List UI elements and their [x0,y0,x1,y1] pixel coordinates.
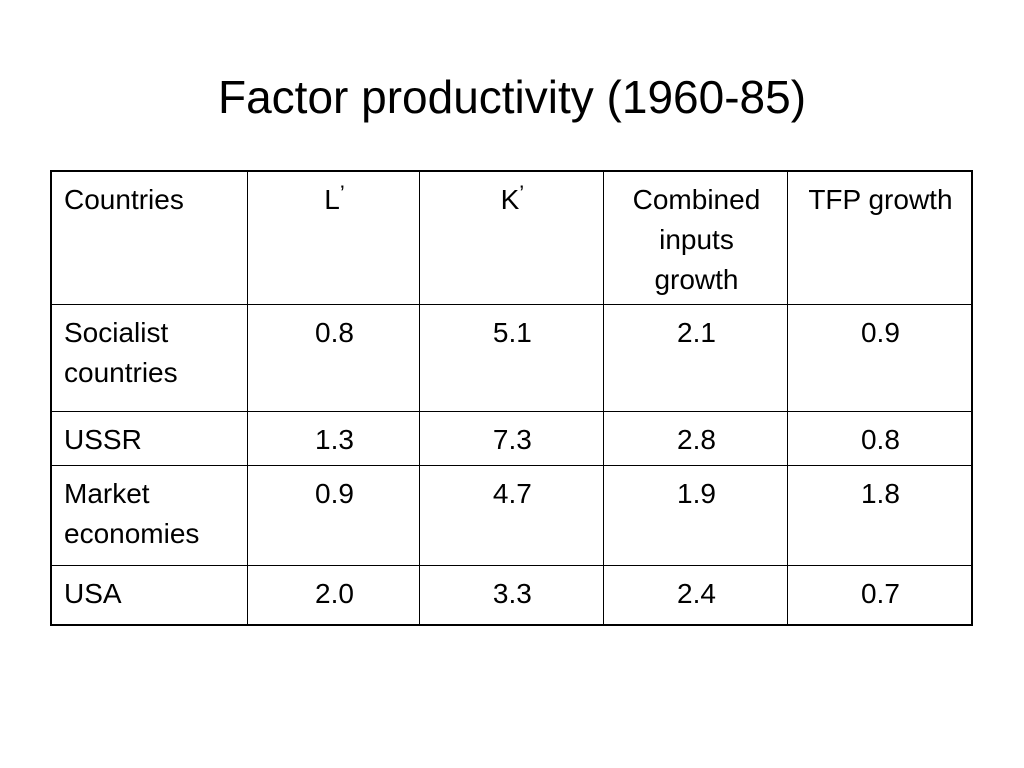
cell-combined: 1.9 [603,464,788,566]
header-combined-inputs: Combined inputs growth [603,170,788,305]
header-capital-label: K [500,184,520,215]
header-labor-label: L [324,184,340,215]
productivity-table: Countries L’ K’ Combined inputs growth T… [50,170,973,626]
table-row: Socialist countries 0.8 5.1 2.1 0.9 [50,303,973,412]
cell-labor: 0.9 [247,464,420,566]
table-header-row: Countries L’ K’ Combined inputs growth T… [50,170,973,305]
cell-capital: 4.7 [418,464,605,566]
cell-tfp: 0.9 [786,303,973,412]
table-row: USA 2.0 3.3 2.4 0.7 [50,564,973,626]
cell-labor: 0.8 [247,303,420,412]
header-labor-prime: ’ [339,181,345,206]
cell-capital: 7.3 [418,410,605,466]
cell-combined: 2.4 [603,564,788,626]
cell-combined: 2.1 [603,303,788,412]
header-labor: L’ [247,170,420,305]
table-row: Market economies 0.9 4.7 1.9 1.8 [50,464,973,566]
cell-labor: 2.0 [247,564,420,626]
cell-tfp: 0.7 [786,564,973,626]
header-tfp-growth: TFP growth [786,170,973,305]
cell-combined: 2.8 [603,410,788,466]
cell-country: USSR [50,410,249,466]
slide-title: Factor productivity (1960-85) [217,71,807,123]
header-capital: K’ [418,170,605,305]
cell-tfp: 0.8 [786,410,973,466]
cell-country: USA [50,564,249,626]
cell-capital: 3.3 [418,564,605,626]
table-row: USSR 1.3 7.3 2.8 0.8 [50,410,973,466]
cell-country: Socialist countries [50,303,249,412]
header-countries: Countries [50,170,249,305]
cell-capital: 5.1 [418,303,605,412]
cell-country: Market economies [50,464,249,566]
cell-tfp: 1.8 [786,464,973,566]
cell-labor: 1.3 [247,410,420,466]
header-capital-prime: ’ [519,181,525,206]
